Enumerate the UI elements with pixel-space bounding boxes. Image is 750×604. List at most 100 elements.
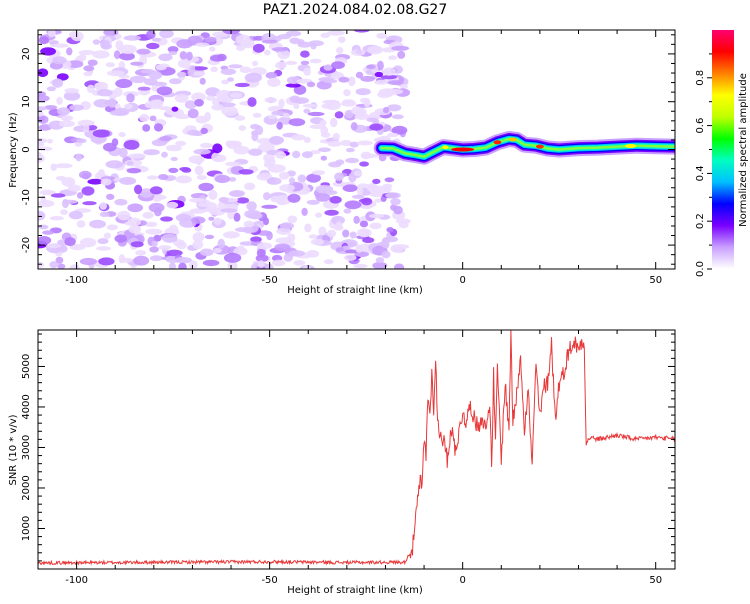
spectrogram-noise-blob	[356, 140, 373, 146]
spectrogram-y-tick-label: 20	[21, 48, 32, 61]
spectrogram-noise-blob	[329, 117, 338, 128]
spectrogram-noise-blob	[359, 229, 370, 238]
spectrogram-noise-blob	[350, 122, 358, 131]
spectrogram-noise-blob	[244, 182, 256, 191]
spectrogram-ridge-hotspot	[624, 144, 637, 148]
spectrogram-noise-blob	[50, 163, 58, 171]
spectrogram-noise-blob	[106, 224, 119, 231]
spectrogram-noise-blob	[168, 224, 179, 235]
spectrogram-noise-blob	[354, 30, 370, 33]
spectrogram-noise-blob	[375, 257, 385, 264]
spectrogram-ridge-hotspot	[442, 145, 449, 150]
spectrogram-noise-blob	[303, 108, 311, 114]
colorbar-label: Normalized spectral amplitude	[738, 73, 749, 227]
spectrogram-noise-blob	[48, 40, 59, 45]
spectrogram-noise-blob	[235, 44, 246, 52]
spectrogram-noise-blob	[336, 47, 344, 55]
spectrogram-noise-blob	[87, 178, 104, 185]
snr-frame	[37, 329, 676, 570]
spectrogram-noise-blob	[38, 224, 49, 230]
spectrogram-noise-blob	[277, 200, 286, 206]
spectrogram-noise-blob	[134, 184, 143, 195]
spectrogram-noise-blob	[277, 34, 292, 40]
spectrogram-noise-blob	[199, 77, 206, 85]
spectrogram-noise-blob	[320, 155, 327, 161]
spectrogram-noise-blob	[287, 215, 298, 224]
spectrogram-noise-blob	[275, 151, 287, 159]
spectrogram-y-tick-label: 10	[21, 95, 32, 108]
spectrogram-noise-blob	[191, 92, 206, 102]
colorbar: 0.0 0.2 0.4 0.6 0.8 Normalized spectral ampl…	[695, 30, 749, 277]
spectrogram-noise-blob	[114, 234, 128, 243]
spectrogram-noise-blob	[309, 58, 322, 64]
spectrogram-noise-blob	[394, 263, 405, 269]
spectrogram-noise-blob	[145, 30, 156, 40]
spectrogram-noise-blob	[309, 124, 326, 129]
spectrogram-noise-blob	[293, 84, 307, 95]
spectrogram-ridge-hotspot	[493, 140, 502, 145]
spectrogram-noise-blob	[92, 129, 110, 138]
spectrogram-noise-blob	[223, 231, 240, 239]
spectrogram-noise-blob	[335, 159, 345, 165]
spectrogram-noise-blob	[279, 222, 295, 230]
spectrogram-noise-blob	[293, 260, 306, 266]
spectrogram-noise-blob	[220, 208, 238, 213]
spectrogram-ridge-hotspot	[509, 137, 517, 142]
spectrogram-noise-blob	[306, 199, 320, 205]
spectrogram-noise-blob	[69, 244, 86, 251]
spectrogram-noise-blob	[374, 198, 383, 203]
spectrogram-noise-blob	[50, 193, 66, 198]
spectrogram-noise-blob	[342, 184, 358, 192]
spectrogram-noise-blob	[204, 36, 217, 43]
spectrogram-noise-blob	[148, 202, 165, 213]
spectrogram-noise-blob	[188, 65, 196, 75]
spectrogram-noise-blob	[159, 135, 172, 142]
spectrogram-noise-blob	[315, 192, 331, 202]
spectrogram-noise-blob	[351, 194, 365, 199]
spectrogram-noise-blob	[136, 48, 151, 55]
spectrogram-noise-blob	[234, 115, 246, 121]
spectrogram-noise-blob	[214, 174, 231, 184]
spectrogram-noise-blob	[353, 170, 362, 177]
spectrogram-noise-blob	[105, 160, 124, 169]
spectrogram-noise-blob	[161, 151, 168, 158]
spectrogram-noise-blob	[175, 140, 187, 147]
spectrogram-noise-blob	[385, 88, 403, 95]
spectrogram-noise-blob	[38, 94, 50, 102]
spectrogram-noise-blob	[193, 148, 211, 155]
spectrogram-noise-blob	[52, 78, 64, 88]
spectrogram-noise-blob	[92, 39, 100, 45]
spectrogram-noise-blob	[312, 170, 326, 176]
spectrogram-noise-blob	[302, 103, 318, 108]
spectrogram-noise-blob	[349, 231, 357, 239]
spectrogram-noise-blob	[103, 142, 117, 152]
spectrogram-noise-blob	[39, 189, 56, 196]
spectrogram-noise-blob	[244, 72, 263, 83]
spectrogram-noise-blob	[301, 151, 313, 159]
spectrogram-noise-blob	[372, 118, 380, 126]
spectrogram-noise-blob	[235, 227, 251, 233]
snr-y-tick-label: 4000	[21, 394, 32, 419]
spectrogram-noise-blob	[150, 186, 163, 195]
spectrogram-noise-blob	[199, 248, 214, 257]
spectrogram-noise-blob	[38, 68, 49, 77]
spectrogram-noise-blob	[208, 216, 215, 221]
spectrogram-noise-blob	[359, 220, 369, 228]
colorbar-tick-label: 0.6	[695, 118, 706, 134]
spectrogram-noise-blob	[151, 37, 162, 42]
spectrogram-noise-blob	[354, 251, 370, 258]
spectrogram-noise-blob	[192, 232, 205, 242]
spectrogram-noise-blob	[191, 208, 202, 214]
spectrogram-noise-blob	[169, 78, 182, 85]
spectrogram-noise-blob	[268, 114, 277, 120]
spectrogram-noise-blob	[75, 153, 82, 162]
spectrogram-noise-blob	[256, 242, 273, 250]
spectrogram-noise-blob	[69, 264, 80, 269]
spectrogram-noise-blob	[204, 234, 215, 240]
spectrogram-noise-blob	[221, 106, 238, 116]
spectrogram-noise-blob	[390, 204, 397, 211]
spectrogram-noise-blob	[341, 100, 357, 107]
spectrogram-noise-blob	[229, 92, 243, 99]
